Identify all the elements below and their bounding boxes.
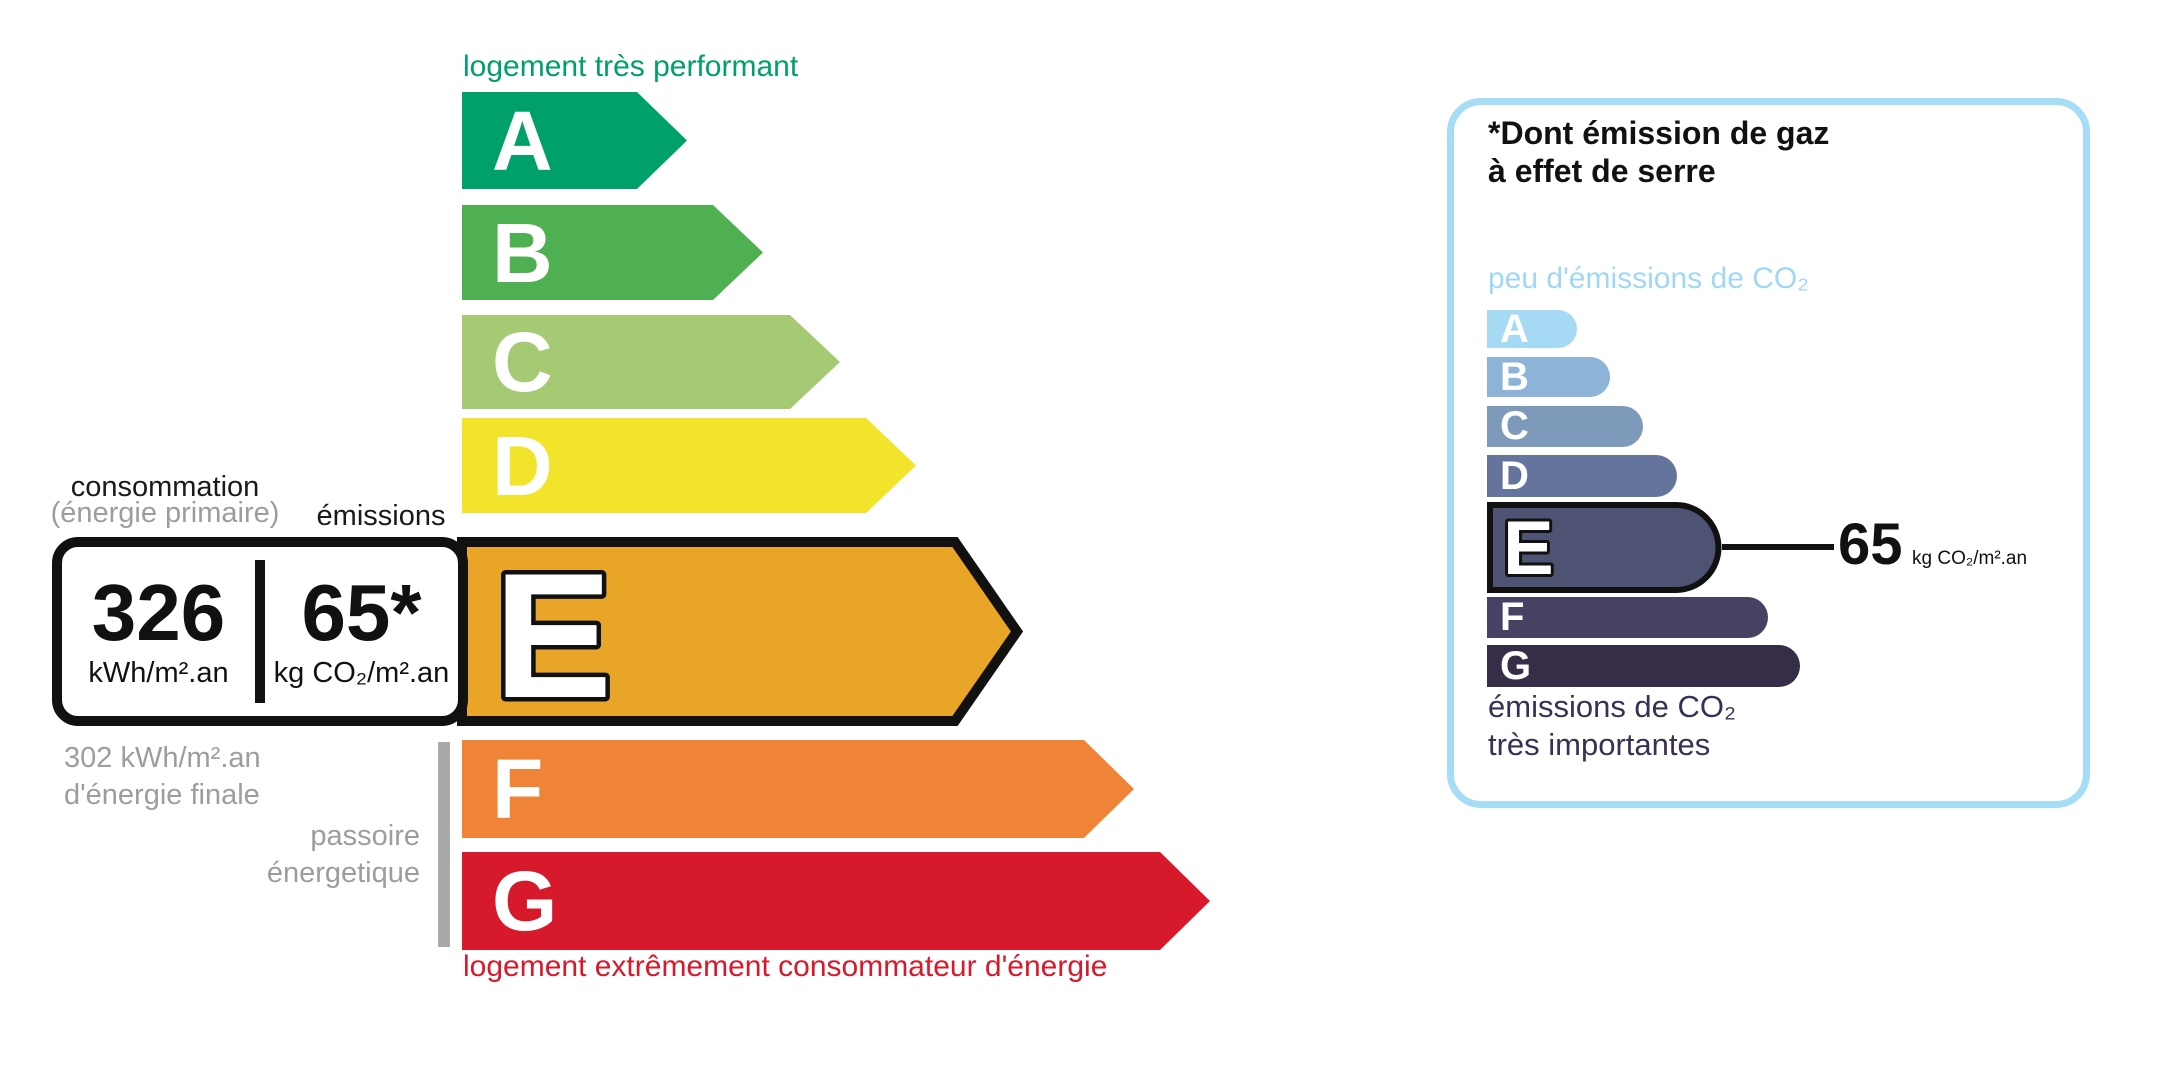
co2-panel-title: *Dont émission de gaz à effet de serre [1488,114,1829,190]
co2-letter-a: A [1500,306,1529,351]
co2-letter-d: D [1500,453,1529,498]
top-performance-label: logement très performant [463,50,799,83]
co2-grade-bar-a: A [1487,307,1577,351]
energy-grade-arrow-e: E [457,537,1023,726]
co2-letter-c: C [1500,404,1529,448]
co2-high-line1: émissions de CO₂ [1488,689,1737,724]
final-energy-note: 302 kWh/m².an d'énergie finale [64,740,261,814]
co2-value-leader-line [1722,544,1834,550]
sieve-line1: passoire [310,820,420,852]
consumption-unit: kWh/m².an [88,657,229,689]
co2-letter-g: G [1500,643,1532,688]
energy-grade-bar-b: B [462,205,763,300]
grade-letter-e: E [494,537,613,726]
co2-letter-f: F [1500,595,1525,639]
current-values-box: 326 kWh/m².an 65* kg CO₂/m².an [52,537,468,726]
co2-panel [1447,98,2090,808]
primary-energy-label: (énergie primaire) [50,497,280,529]
co2-grade-bar-d: D [1487,453,1677,498]
co2-grade-bar-f: F [1487,595,1768,639]
consumption-label: consommation [70,471,260,503]
co2-low-emissions-label: peu d'émissions de CO₂ [1488,262,1809,295]
emissions-column-header: émissions [316,500,446,532]
co2-high-emissions-label: émissions de CO₂ très importantes [1488,688,1736,764]
co2-grade-bar-g: G [1487,643,1800,688]
consumption-value: 326 [91,568,226,657]
consumption-column-header: consommation (énergie primaire) [40,471,290,529]
co2-value-unit: kg CO₂/m².an [1912,548,2028,569]
values-divider [255,560,265,703]
consumption-value-cell: 326 kWh/m².an [62,547,255,716]
sieve-line2: énergetique [266,857,420,889]
high-consumption-label: logement extrêmement consommateur d'éner… [463,950,1108,983]
co2-letter-b: B [1500,354,1529,399]
grade-letter-c: C [492,315,553,409]
energy-grade-bar-d: D [462,418,916,513]
grade-letter-g: G [492,854,558,948]
emissions-value: 65* [301,568,422,657]
emissions-value-cell: 65* kg CO₂/m².an [265,547,458,716]
co2-letter-e: E [1503,506,1554,591]
grade-letter-a: A [492,93,553,188]
sieve-bracket-bar [438,742,450,947]
energy-sieve-label: passoire énergetique [220,818,420,892]
co2-title-line1: *Dont émission de gaz [1488,115,1830,151]
co2-title-line2: à effet de serre [1488,153,1716,189]
energy-grade-bar-f: F [462,740,1134,838]
energy-grade-bar-g: G [462,852,1210,950]
co2-grade-bar-c: C [1487,404,1643,448]
co2-value: 65 [1838,512,1903,577]
grade-letter-f: F [492,742,544,836]
co2-high-line2: très importantes [1488,727,1711,762]
final-energy-line2: d'énergie finale [64,779,260,811]
co2-grade-bar-e: E [1487,502,1722,593]
grade-letter-b: B [492,205,553,300]
final-energy-line1: 302 kWh/m².an [64,742,261,774]
grade-letter-d: D [492,418,553,513]
emissions-unit: kg CO₂/m².an [273,657,450,689]
co2-grade-bar-e-shape [1487,502,1722,593]
energy-grade-bar-a: A [462,92,687,189]
energy-grade-bar-c: C [462,315,840,409]
co2-grade-bar-b: B [1487,354,1610,399]
